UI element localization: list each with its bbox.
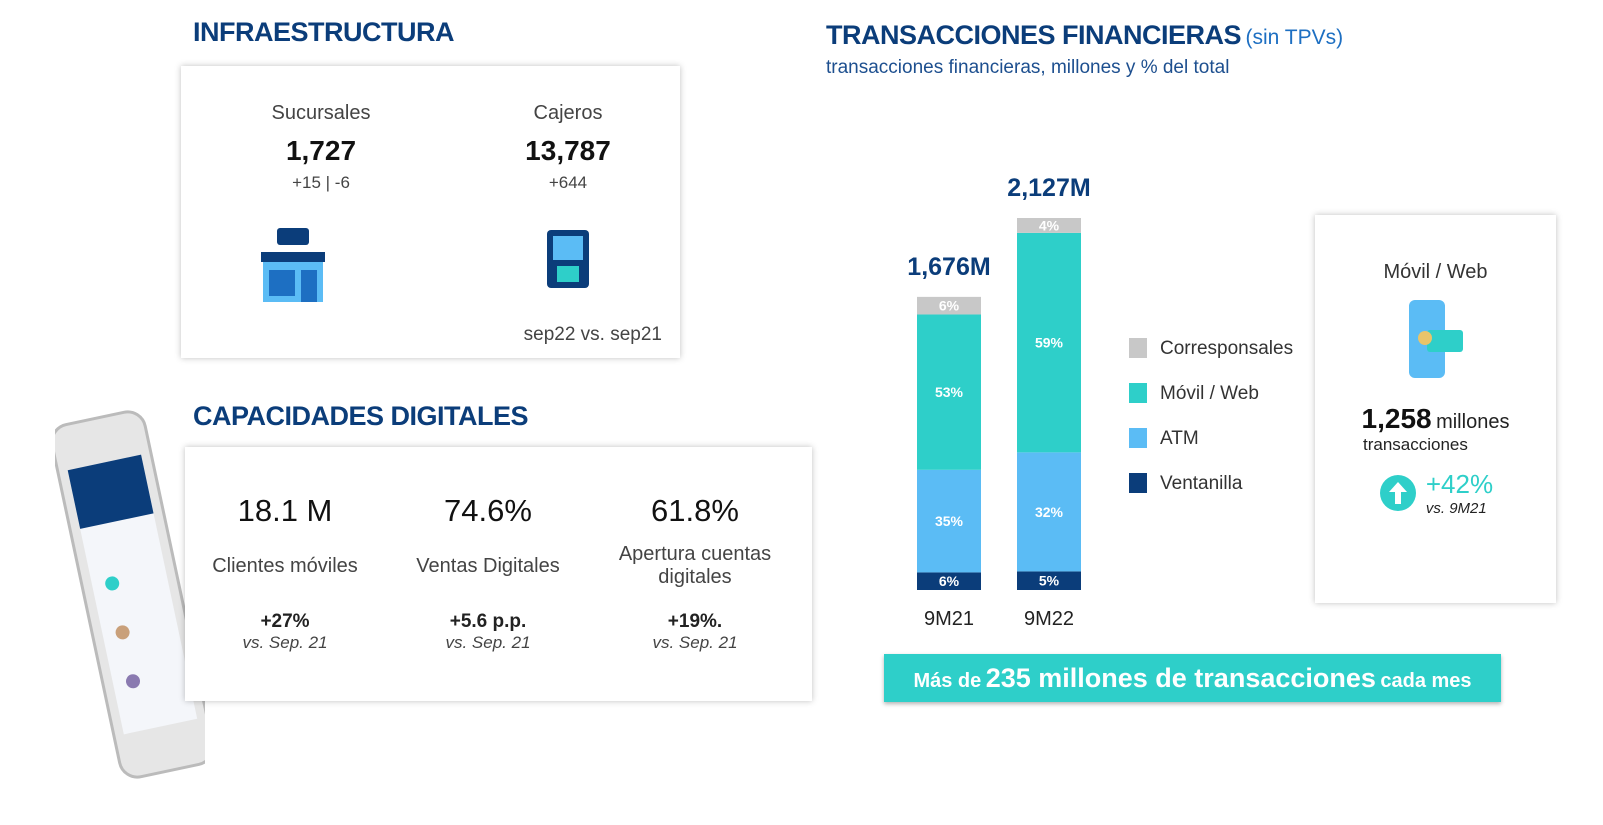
digital-change: +5.6 p.p. — [449, 611, 527, 632]
infra-value: 13,787 — [525, 135, 611, 166]
legend-swatch — [1129, 473, 1147, 493]
segment-label: 5% — [1039, 573, 1060, 589]
x-tick-label: 9M21 — [924, 608, 974, 630]
mobile-value: 1,258 — [1361, 403, 1432, 434]
digital-item: 74.6% Ventas Digitales +5.6 p.p. vs. Sep… — [388, 493, 588, 653]
digital-item: 18.1 M Clientes móviles +27% vs. Sep. 21 — [185, 493, 385, 653]
infra-label: Sucursales — [271, 102, 371, 124]
banner-main: 235 millones de transacciones — [985, 663, 1376, 693]
banner-prefix: Más de — [913, 670, 982, 692]
mobile-title: Móvil / Web — [1383, 261, 1488, 283]
digital-value: 18.1 M — [237, 493, 333, 528]
bar-segment — [917, 296, 981, 315]
digital-value: 74.6% — [444, 493, 532, 528]
infra-item: Sucursales 1,727 +15 | -6 — [221, 102, 421, 193]
total-label: 1,676M — [907, 253, 990, 281]
bar-segment — [917, 469, 981, 573]
segment-label: 6% — [939, 298, 960, 314]
section-title: INFRAESTRUCTURA — [193, 17, 454, 47]
growth-icon — [1379, 475, 1416, 511]
segment-label: 59% — [1035, 335, 1064, 351]
chart-subtitle: transacciones financieras, millones y % … — [826, 57, 1230, 78]
mobile-unit: millones — [1436, 411, 1510, 433]
atm-icon — [547, 230, 589, 288]
infra-note: sep22 vs. sep21 — [523, 324, 662, 345]
digital-change: +19%. — [667, 611, 723, 632]
bar-segment — [917, 314, 981, 470]
digital-ref: vs. Sep. 21 — [445, 633, 531, 652]
growth-text: +42% vs. 9M21 — [1426, 469, 1493, 517]
mobile-icon — [1408, 300, 1463, 378]
bar-segment — [917, 572, 981, 590]
infra-item: Cajeros 13,787 +644 — [468, 102, 668, 193]
digital-label: Apertura cuentas digitales — [618, 543, 772, 588]
mobile-card: Móvil / Web 1,258 millones transacciones… — [1315, 215, 1556, 603]
infra-change: +644 — [548, 173, 588, 192]
chart-header: TRANSACCIONES FINANCIERAS (sin TPVs) tra… — [826, 20, 1343, 79]
x-tick-label: 9M22 — [1024, 608, 1074, 630]
digital-ref: vs. Sep. 21 — [652, 633, 738, 652]
legend-swatch — [1129, 383, 1147, 403]
bar-segment — [1017, 218, 1081, 233]
digital-ref: vs. Sep. 21 — [242, 633, 328, 652]
segment-label: 32% — [1035, 504, 1064, 520]
chart-title-note: (sin TPVs) — [1245, 26, 1344, 49]
digital-change: +27% — [260, 611, 310, 632]
bar-segment — [1017, 232, 1081, 453]
infra-card: Sucursales 1,727 +15 | -6 Cajeros 13,787… — [181, 66, 680, 358]
bar-segment — [1017, 571, 1081, 590]
digital-card: 18.1 M Clientes móviles +27% vs. Sep. 21… — [185, 447, 812, 701]
phone-illustration — [55, 410, 205, 779]
bar-segment — [1017, 452, 1081, 572]
segment-label: 6% — [939, 573, 960, 589]
infra-value: 1,727 — [285, 135, 357, 166]
legend-swatch — [1129, 428, 1147, 448]
segment-label: 53% — [935, 384, 964, 400]
legend-label: ATM — [1160, 428, 1199, 449]
legend-label: Móvil / Web — [1160, 383, 1259, 404]
infra-label: Cajeros — [533, 102, 603, 124]
mobile-value-row: 1,258 millones — [1315, 403, 1556, 435]
digital-label: Ventas Digitales — [416, 554, 560, 577]
legend-label: Corresponsales — [1160, 338, 1293, 359]
segment-label: 4% — [1039, 217, 1060, 233]
chart-title: TRANSACCIONES FINANCIERAS — [826, 20, 1242, 50]
legend-swatch — [1129, 338, 1147, 358]
chart: 6% 35% 53% 6% 1,676M 9M21 5% 32% 59% 4% 2,127M 9M22… — [907, 174, 1293, 630]
infra-change: +15 | -6 — [292, 173, 350, 192]
growth-value: +42% — [1425, 469, 1494, 499]
growth-ref: vs. 9M21 — [1425, 500, 1487, 517]
legend-label: Ventanilla — [1160, 473, 1243, 494]
branch-icon — [261, 228, 325, 302]
banner-suffix: cada mes — [1380, 670, 1472, 692]
banner: Más de 235 millones de transacciones cad… — [884, 654, 1501, 702]
section-title: CAPACIDADES DIGITALES — [193, 401, 529, 431]
segment-label: 35% — [935, 513, 964, 529]
digital-value: 61.8% — [651, 493, 739, 528]
total-label: 2,127M — [1007, 174, 1090, 202]
digital-label: Clientes móviles — [212, 554, 358, 577]
digital-item: 61.8% Apertura cuentas digitales +19%. v… — [595, 493, 795, 653]
mobile-caption: transacciones — [1363, 435, 1468, 454]
mobile-growth: +42% vs. 9M21 — [1315, 469, 1556, 517]
